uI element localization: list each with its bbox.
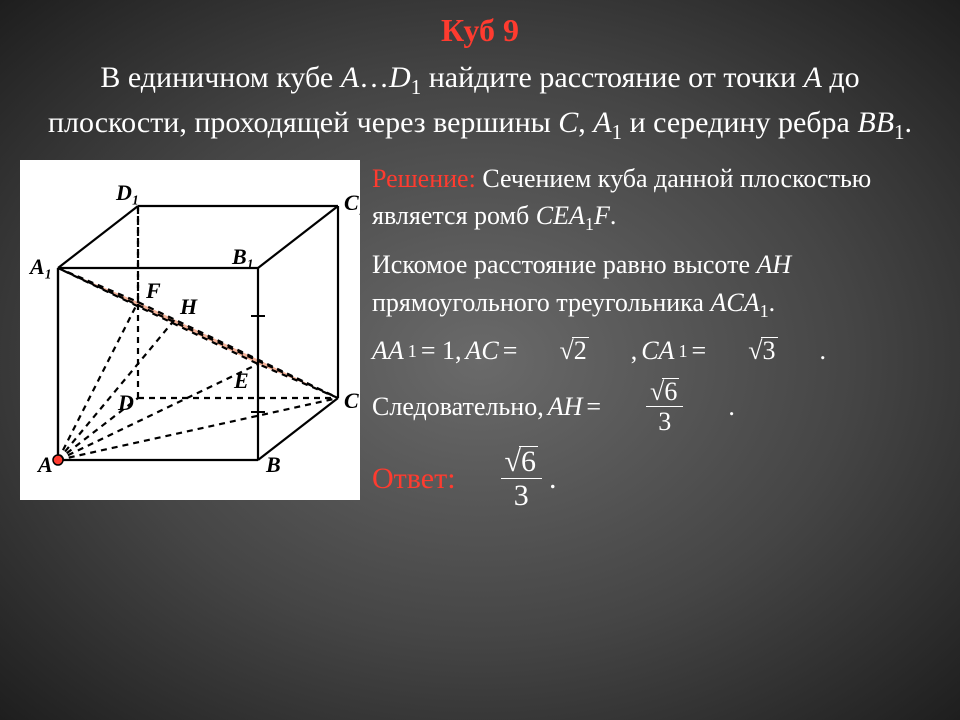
solution-line-2: Искомое расстояние равно высоте AH прямо… [372, 246, 940, 324]
solution-eq-2: Следовательно, AH = √6 3 . [372, 378, 940, 436]
solution-label: Решение: [372, 164, 476, 193]
svg-text:D: D [117, 390, 134, 415]
content-row: A B C D A₁ B₁ C₁ D₁ E FH Решение: Сечением куба д… [0, 148, 960, 520]
svg-text:A: A [36, 452, 53, 477]
svg-text:B₁: B₁ [231, 244, 254, 269]
solution-eq-1: AA1 = 1, AC = √2 , CA1 = √3 . [372, 332, 940, 370]
problem-text: В единичном кубе A…D1 найдите расстояние… [0, 49, 960, 148]
svg-text:A₁: A₁ [28, 254, 52, 279]
cube-diagram: A B C D A₁ B₁ C₁ D₁ E FH [20, 160, 360, 500]
sqrt-3: √3 [748, 332, 777, 370]
svg-text:C: C [344, 388, 359, 413]
svg-text:H: H [179, 294, 198, 319]
problem-body: В единичном кубе A…D1 найдите расстояние… [48, 61, 912, 139]
svg-text:D₁: D₁ [115, 180, 140, 205]
cube-svg: A B C D A₁ B₁ C₁ D₁ E FH [20, 160, 360, 500]
svg-text:C₁: C₁ [344, 190, 360, 215]
solution-block: Решение: Сечением куба данной плоскостью… [372, 160, 940, 520]
sqrt-2: √2 [559, 332, 588, 370]
slide-title: Куб 9 [0, 0, 960, 49]
frac-sqrt6-3: √6 3 [646, 378, 683, 436]
title-text: Куб 9 [441, 12, 519, 48]
svg-text:E: E [233, 368, 249, 393]
answer-line: Ответ: √6 3 . [372, 446, 940, 512]
answer-label: Ответ: [372, 457, 456, 501]
svg-text:B: B [265, 452, 281, 477]
svg-text:F: F [145, 278, 161, 303]
answer-frac: √6 3 [501, 446, 542, 512]
solution-line-1: Решение: Сечением куба данной плоскостью… [372, 160, 940, 238]
